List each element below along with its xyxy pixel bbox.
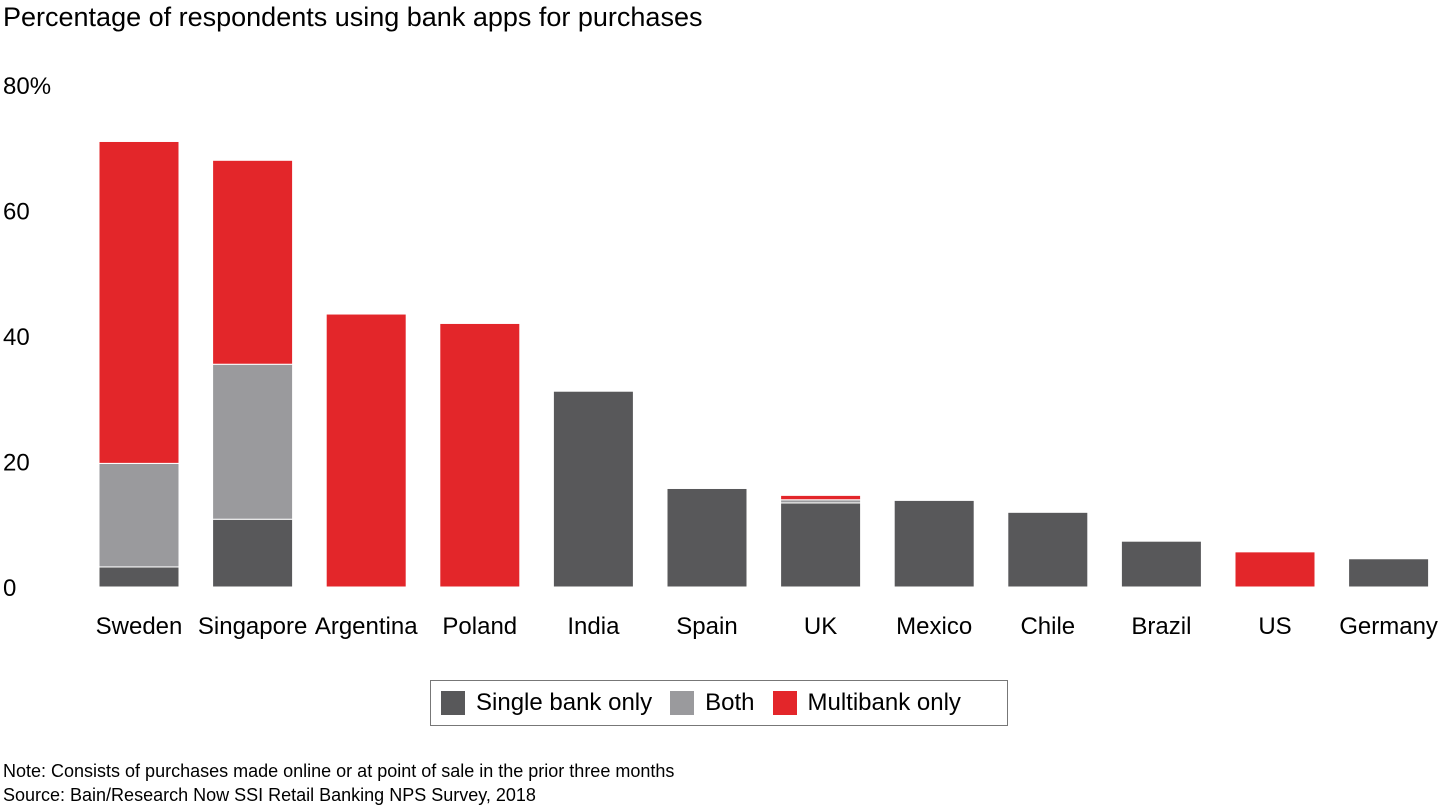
x-tick-label: Sweden	[96, 613, 183, 640]
x-tick-label: US	[1258, 613, 1291, 640]
legend-swatch-both	[670, 691, 695, 715]
x-axis: Sweden Singapore Argentina Poland India Spain…	[96, 613, 1438, 640]
bar-segment-multi	[780, 494, 862, 501]
x-tick-label: Spain	[676, 613, 737, 640]
x-tick-label: India	[567, 613, 620, 640]
x-tick-label: Brazil	[1131, 613, 1191, 640]
bar-segment-single	[780, 502, 862, 588]
y-tick-label: 0	[3, 575, 16, 602]
bar-segment-single	[98, 566, 180, 588]
bar-segment-single	[893, 499, 975, 588]
legend-label-both: Both	[705, 689, 755, 716]
legend: Single bank only Both Multibank only	[430, 680, 1008, 726]
bar-segment-single	[552, 390, 634, 588]
bar-segment-multi	[1234, 551, 1316, 588]
x-tick-label: Argentina	[315, 613, 418, 640]
legend-label-multi: Multibank only	[807, 689, 961, 716]
bar-segment-single	[1348, 558, 1430, 588]
bar-segment-single	[1007, 511, 1089, 588]
bar-segment-both	[98, 462, 180, 568]
chart-title: Percentage of respondents using bank app…	[3, 2, 703, 32]
bar-segment-multi	[325, 313, 407, 588]
x-tick-label: Singapore	[198, 613, 307, 640]
bar-segment-multi	[439, 322, 521, 588]
y-tick-label: 20	[3, 450, 30, 477]
bar-segment-single	[212, 518, 294, 588]
legend-label-single: Single bank only	[476, 689, 653, 716]
bar-segment-multi	[98, 140, 180, 464]
x-tick-label: Chile	[1020, 613, 1075, 640]
x-tick-label: Poland	[442, 613, 517, 640]
note-text: Note: Consists of purchases made online …	[3, 761, 675, 781]
legend-item-both: Both	[670, 689, 755, 717]
legend-swatch-single	[441, 691, 465, 715]
bar-segment-multi	[212, 159, 294, 365]
source-text: Source: Bain/Research Now SSI Retail Ban…	[3, 785, 536, 805]
x-tick-label: UK	[804, 613, 837, 640]
legend-swatch-multi	[772, 691, 797, 715]
bar-segment-single	[666, 487, 748, 588]
y-tick-label: 40	[3, 324, 30, 351]
legend-item-single: Single bank only	[441, 689, 652, 717]
y-tick-label: 80%	[3, 73, 51, 100]
bar-segment-single	[1120, 540, 1202, 588]
bar-chart: 0 20 40 60 80% Sweden Singapore Argentina Polan…	[3, 73, 1438, 640]
y-tick-label: 60	[3, 199, 30, 226]
y-axis: 0 20 40 60 80%	[3, 73, 51, 602]
bars	[98, 140, 1430, 588]
x-tick-label: Germany	[1339, 613, 1438, 640]
x-tick-label: Mexico	[896, 613, 972, 640]
bar-segment-both	[212, 363, 294, 520]
legend-item-multi: Multibank only	[772, 689, 961, 717]
